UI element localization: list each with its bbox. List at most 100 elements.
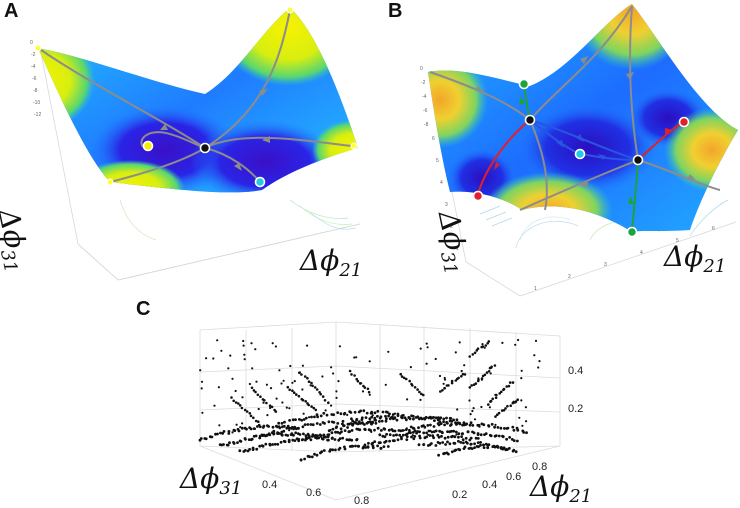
scatter-point xyxy=(274,345,277,348)
scatter-point xyxy=(308,380,311,383)
scatter-point xyxy=(353,374,356,377)
scatter-point xyxy=(384,383,387,386)
scatter-point xyxy=(319,392,323,396)
scatter-point xyxy=(516,398,519,402)
scatter-point xyxy=(204,437,208,441)
svg-text:1: 1 xyxy=(534,286,537,292)
scatter-point xyxy=(514,343,517,346)
svg-text:-4: -4 xyxy=(422,94,427,100)
scatter-point xyxy=(512,428,516,432)
scatter-point xyxy=(280,382,283,385)
scatter-point xyxy=(524,406,528,409)
scatter-point xyxy=(413,435,417,438)
saddle-point xyxy=(524,114,536,126)
scatter-point xyxy=(450,450,454,454)
scatter-point xyxy=(471,353,475,356)
scatter-point xyxy=(300,418,304,422)
scatter-point xyxy=(440,434,443,438)
panel-a-floor-contours xyxy=(119,199,357,241)
y-tick-0.8: 0.8 xyxy=(532,461,547,473)
scatter-point xyxy=(278,425,281,428)
scatter-point xyxy=(306,376,309,380)
scatter-point xyxy=(252,389,256,392)
scatter-point xyxy=(423,425,427,429)
scatter-point xyxy=(243,353,246,356)
scatter-point xyxy=(236,441,239,444)
scatter-point xyxy=(268,442,272,446)
scatter-point xyxy=(201,411,204,414)
scatter-point xyxy=(338,345,341,348)
scatter-point xyxy=(241,396,244,399)
scatter-point xyxy=(303,423,307,426)
scatter-point xyxy=(459,441,463,444)
scatter-point xyxy=(425,431,428,435)
scatter-point xyxy=(420,392,423,396)
scatter-point xyxy=(454,430,458,434)
scatter-point xyxy=(407,431,411,434)
panel-c-y-label: Δϕ21 xyxy=(530,470,593,507)
scatter-point xyxy=(393,412,397,415)
scatter-point xyxy=(363,423,366,426)
scatter-point xyxy=(393,416,397,420)
scatter-point xyxy=(318,423,322,426)
panel-b-x-ticks: 1 2 3 4 5 6 xyxy=(534,226,715,292)
scatter-point xyxy=(297,437,301,441)
scatter-point xyxy=(466,441,469,445)
scatter-point xyxy=(200,380,204,383)
scatter-point xyxy=(391,415,394,419)
scatter-point xyxy=(460,375,463,378)
scatter-point xyxy=(469,436,473,440)
scatter-point xyxy=(264,442,268,446)
scatter-point xyxy=(468,386,472,389)
scatter-point xyxy=(243,358,246,361)
scatter-point xyxy=(217,386,220,389)
scatter-point xyxy=(253,427,257,430)
scatter-point xyxy=(322,433,326,437)
scatter-point xyxy=(240,406,244,410)
scatter-point xyxy=(237,402,240,405)
scatter-point xyxy=(255,447,259,451)
scatter-point xyxy=(473,418,477,421)
scatter-point xyxy=(226,443,230,447)
scatter-point xyxy=(332,421,336,424)
scatter-point xyxy=(436,433,440,437)
scatter-point xyxy=(317,436,321,440)
scatter-point xyxy=(235,423,238,426)
scatter-point xyxy=(256,425,259,428)
scatter-point xyxy=(381,410,385,414)
scatter-point xyxy=(463,364,466,367)
scatter-point xyxy=(505,437,508,441)
scatter-point xyxy=(401,413,405,417)
scatter-point xyxy=(407,416,411,419)
svg-text:5: 5 xyxy=(676,238,679,244)
scatter-point xyxy=(477,445,480,448)
scatter-point xyxy=(399,372,403,376)
panel-b-fixed-points xyxy=(472,78,690,238)
scatter-point xyxy=(310,381,313,385)
scatter-point xyxy=(353,410,357,414)
scatter-point xyxy=(437,453,440,457)
scatter-point xyxy=(450,423,453,426)
panel-c-x-label: Δϕ31 xyxy=(180,462,243,499)
scatter-point xyxy=(462,421,466,425)
z-tick-0.2: 0.2 xyxy=(568,403,583,415)
scatter-point xyxy=(386,410,389,414)
scatter-point xyxy=(460,369,463,373)
scatter-point xyxy=(242,344,245,347)
scatter-point xyxy=(516,439,519,443)
panel-b-y-ticks: 6 5 4 3 2 1 xyxy=(432,136,459,252)
scatter-point xyxy=(275,425,279,429)
corner-point xyxy=(34,44,42,52)
scatter-point xyxy=(306,423,310,426)
scatter-point xyxy=(351,444,355,448)
scatter-point xyxy=(363,443,367,447)
scatter-point xyxy=(294,431,298,435)
scatter-point xyxy=(336,430,340,434)
scatter-point xyxy=(337,380,340,383)
panel-a-arrows xyxy=(160,89,270,171)
scatter-point xyxy=(453,435,457,439)
scatter-point xyxy=(379,415,383,419)
scatter-point xyxy=(318,391,321,394)
scatter-point xyxy=(230,396,233,399)
scatter-point xyxy=(507,384,511,388)
